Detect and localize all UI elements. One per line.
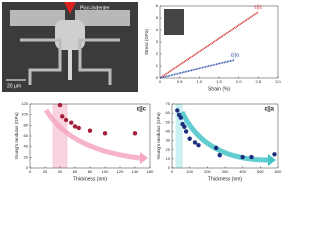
indenter <box>64 2 76 14</box>
y-tick-label: 80 <box>24 122 29 127</box>
y-axis-label: Young's modulus (GPa) <box>14 112 19 160</box>
trend-arrow-head <box>140 152 148 164</box>
x-tick-label: 1.5 <box>216 79 222 84</box>
scatter-point <box>87 128 93 133</box>
y-tick-label: 60 <box>166 110 171 115</box>
x-tick-label: 2.0 <box>236 79 242 84</box>
scatter-point <box>182 124 187 130</box>
x-tick-label: 600 <box>275 169 282 174</box>
page: {"image_panel": {"label": "Pico-Indenter… <box>2 2 283 183</box>
scatter-point <box>69 120 74 125</box>
y-tick-label: 10 <box>166 156 171 161</box>
scatter-point <box>240 154 245 160</box>
y-axis-label: Stress (GPa) <box>144 29 149 56</box>
x-axis-label: Thickness (nm) <box>73 176 108 182</box>
scatter-point <box>187 136 192 141</box>
x-tick-label: 0 <box>159 79 162 84</box>
image-label: Pico-Indenter <box>80 5 110 11</box>
x-tick-label: 500 <box>257 169 264 174</box>
y-tick-label: 50 <box>166 119 171 124</box>
trend-arrow-head <box>268 154 276 166</box>
y-tick-label: 5 <box>156 15 159 20</box>
y-tick-label: 100 <box>21 112 28 117</box>
highlight-band <box>52 104 68 168</box>
series-label: ε||c <box>254 4 262 10</box>
scale-bar-label: 20 μm <box>7 83 21 89</box>
x-tick-label: 1.0 <box>197 79 203 84</box>
y-tick-label: 0 <box>26 165 29 170</box>
scatter-point <box>178 115 184 120</box>
x-tick-label: 80 <box>88 169 93 174</box>
scatter-point <box>196 142 201 148</box>
y-tick-label: 20 <box>24 154 29 159</box>
structure <box>75 10 130 26</box>
x-tick-label: 2.5 <box>256 79 262 84</box>
y-tick-label: 70 <box>166 101 171 106</box>
highlight-band <box>175 104 183 168</box>
scatter-point <box>76 125 81 131</box>
x-tick-label: 400 <box>239 169 246 174</box>
y-tick-label: 0 <box>168 165 171 170</box>
scatter-point <box>175 108 180 113</box>
inset-image <box>164 9 184 35</box>
x-tick-label: 300 <box>222 169 229 174</box>
x-tick-label: 100 <box>186 169 193 174</box>
scatter-point <box>60 114 65 119</box>
x-tick-label: 0 <box>171 169 174 174</box>
y-tick-label: 0 <box>156 75 159 80</box>
scatter-point <box>192 140 198 145</box>
x-tick-label: 3.0 <box>275 79 281 84</box>
y-tick-label: 1 <box>156 63 159 68</box>
structure <box>68 50 72 80</box>
chart-title: ε||a <box>264 107 274 113</box>
x-tick-label: 40 <box>58 169 63 174</box>
x-axis-label: Thickness (nm) <box>208 176 243 182</box>
y-tick-label: 6 <box>156 3 159 8</box>
x-tick-label: 100 <box>102 169 109 174</box>
scatter-point <box>57 102 63 108</box>
structure <box>55 20 85 50</box>
series-label: ε||a <box>231 52 240 58</box>
data-line <box>159 59 235 79</box>
figure: Pico-Indenter 20 μm 0 0.5 1.0 1.5 2.0 2.5 3.0 0… <box>2 2 282 182</box>
trend-arrow <box>179 110 269 163</box>
scatter-point <box>183 129 189 134</box>
scatter-point <box>102 131 108 136</box>
scatter-point <box>63 117 69 123</box>
y-tick-label: 120 <box>21 101 28 106</box>
y-axis-label: Young's modulus (GPa) <box>156 112 161 160</box>
scatter-point <box>72 124 78 129</box>
scatter-point <box>217 153 222 158</box>
y-tick-label: 2 <box>156 51 159 56</box>
scatter-point <box>132 131 138 136</box>
x-tick-label: 160 <box>147 169 154 174</box>
scatter-point <box>249 154 254 160</box>
y-tick-label: 4 <box>156 27 159 32</box>
x-tick-label: 0 <box>29 169 32 174</box>
chart-title: ε||c <box>136 107 146 113</box>
scatter-point <box>213 145 219 151</box>
x-tick-label: 140 <box>132 169 139 174</box>
x-tick-label: 20 <box>43 169 48 174</box>
x-tick-label: 120 <box>117 169 124 174</box>
trend-arrow <box>43 108 141 161</box>
x-tick-label: 60 <box>73 169 78 174</box>
y-tick-label: 20 <box>166 147 171 152</box>
y-tick-label: 3 <box>156 39 159 44</box>
y-tick-label: 30 <box>166 138 171 143</box>
x-tick-label: 0.5 <box>177 79 183 84</box>
structure <box>10 10 65 26</box>
x-tick-label: 200 <box>204 169 211 174</box>
y-tick-label: 40 <box>24 144 29 149</box>
y-tick-label: 40 <box>166 128 171 133</box>
structure <box>20 38 120 85</box>
x-axis-label: Strain (%) <box>208 86 231 92</box>
scatter-point <box>272 152 277 157</box>
sem-image: Pico-Indenter 20 μm <box>2 2 138 92</box>
y-tick-label: 60 <box>24 133 29 138</box>
data-line <box>159 11 259 79</box>
